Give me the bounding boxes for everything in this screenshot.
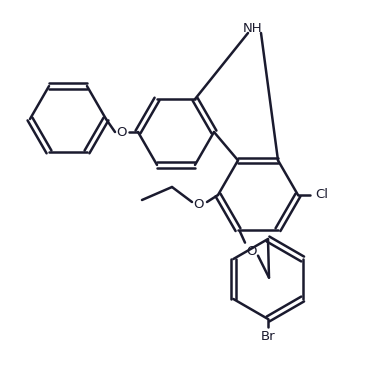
Text: Cl: Cl [316,188,328,202]
Text: Br: Br [261,329,275,342]
Text: O: O [117,125,127,139]
Text: O: O [247,245,257,258]
Text: NH: NH [243,22,263,36]
Text: O: O [194,199,204,212]
